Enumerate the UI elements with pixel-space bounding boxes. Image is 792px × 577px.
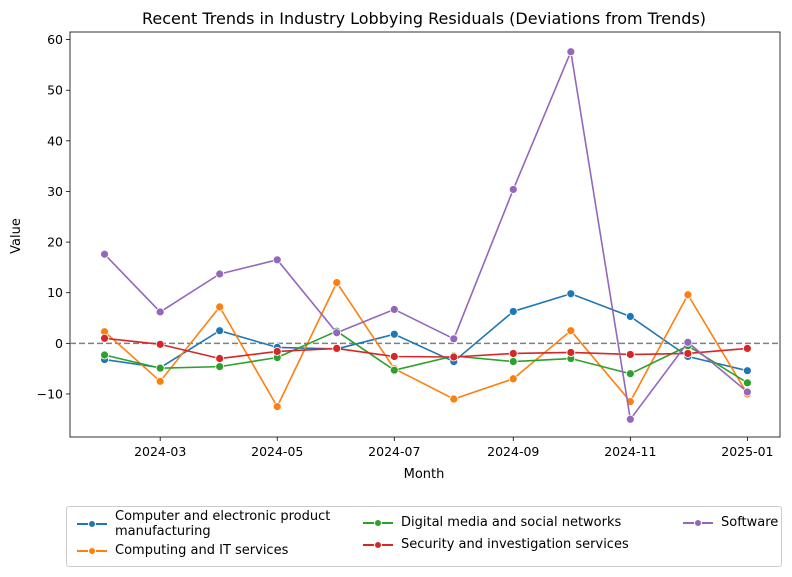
legend-label: Computer and electronic product manufact… bbox=[115, 509, 331, 539]
data-point bbox=[389, 305, 399, 314]
y-tick-label: 10 bbox=[47, 285, 63, 300]
legend-item: Digital media and social networks bbox=[363, 515, 621, 530]
data-point bbox=[215, 326, 225, 336]
data-point bbox=[272, 255, 282, 265]
x-tick-label: 2024-03 bbox=[134, 444, 186, 459]
plot-area: −10 0 10 20 30 40 50 60 2024-03 2024-05 2024-07 202… bbox=[37, 31, 781, 459]
legend-item: Software bbox=[683, 515, 778, 530]
data-point bbox=[332, 344, 342, 353]
data-point bbox=[683, 337, 693, 347]
data-point bbox=[332, 328, 342, 338]
series-line bbox=[103, 50, 748, 421]
y-tick-label: 0 bbox=[55, 336, 63, 351]
legend-item: Security and investigation services bbox=[363, 537, 629, 552]
series-5 bbox=[100, 47, 752, 424]
data-point bbox=[508, 307, 518, 316]
legend-swatch bbox=[77, 517, 107, 531]
legend-label: Digital media and social networks bbox=[401, 515, 622, 530]
data-point bbox=[625, 369, 635, 379]
data-point bbox=[389, 365, 399, 375]
y-tick-label: −10 bbox=[37, 386, 63, 401]
data-point bbox=[683, 349, 693, 358]
data-point bbox=[155, 339, 165, 349]
x-tick-label: 2024-09 bbox=[487, 444, 539, 459]
y-tick-label: 20 bbox=[47, 235, 63, 250]
y-tick-label: 30 bbox=[47, 184, 63, 199]
series-line bbox=[104, 292, 748, 372]
x-axis-label: Month bbox=[404, 467, 445, 482]
series-4 bbox=[100, 333, 752, 363]
legend-swatch bbox=[683, 516, 713, 530]
data-point bbox=[100, 333, 109, 343]
data-point bbox=[625, 312, 635, 321]
data-point bbox=[155, 307, 165, 317]
data-point bbox=[508, 374, 518, 384]
data-point bbox=[742, 366, 752, 376]
legend-swatch bbox=[363, 516, 393, 530]
data-point bbox=[215, 302, 225, 312]
data-point bbox=[272, 402, 282, 412]
legend-label: Security and investigation services bbox=[401, 537, 629, 552]
data-point bbox=[742, 387, 752, 397]
data-point bbox=[215, 354, 225, 363]
data-point bbox=[625, 414, 635, 424]
series-line bbox=[104, 330, 748, 384]
data-point bbox=[332, 278, 342, 287]
x-tick-label: 2024-05 bbox=[251, 444, 303, 459]
data-point bbox=[389, 352, 399, 361]
data-point bbox=[215, 269, 225, 279]
data-point bbox=[215, 362, 225, 372]
data-point bbox=[566, 348, 576, 357]
plot-frame bbox=[69, 31, 781, 438]
data-point bbox=[449, 352, 459, 362]
data-point bbox=[566, 289, 576, 299]
data-point bbox=[155, 376, 165, 386]
x-tick-label: 2025-01 bbox=[721, 444, 773, 459]
data-point bbox=[566, 326, 576, 336]
y-tick-label: 40 bbox=[47, 133, 63, 148]
data-point bbox=[508, 357, 518, 366]
data-point bbox=[742, 378, 752, 388]
legend-item: Computing and IT services bbox=[77, 543, 288, 558]
data-point bbox=[625, 350, 635, 359]
data-point bbox=[100, 249, 109, 259]
x-tick-label: 2024-11 bbox=[604, 444, 656, 459]
y-axis-label: Value bbox=[9, 218, 24, 254]
data-point bbox=[389, 329, 399, 339]
data-point bbox=[100, 350, 109, 360]
data-point bbox=[449, 334, 459, 344]
legend-swatch bbox=[363, 538, 393, 552]
legend-swatch bbox=[77, 544, 107, 558]
data-point bbox=[683, 290, 693, 300]
data-point bbox=[449, 394, 459, 404]
y-tick-label: 50 bbox=[47, 83, 63, 98]
legend-item: Computer and electronic product manufact… bbox=[77, 509, 330, 539]
data-point bbox=[508, 185, 518, 194]
data-point bbox=[508, 349, 518, 358]
legend-label: Computing and IT services bbox=[115, 543, 289, 558]
series-line bbox=[104, 337, 748, 360]
data-point bbox=[155, 363, 165, 373]
data-point bbox=[566, 47, 576, 57]
legend-label: Software bbox=[721, 515, 779, 530]
y-tick-label: 60 bbox=[47, 32, 63, 47]
chart-title: Recent Trends in Industry Lobbying Resid… bbox=[142, 9, 706, 28]
legend: Computer and electronic product manufact… bbox=[66, 506, 782, 567]
x-tick-label: 2024-07 bbox=[368, 444, 420, 459]
series-line bbox=[104, 281, 749, 408]
data-point bbox=[272, 347, 282, 356]
data-point bbox=[742, 344, 752, 353]
